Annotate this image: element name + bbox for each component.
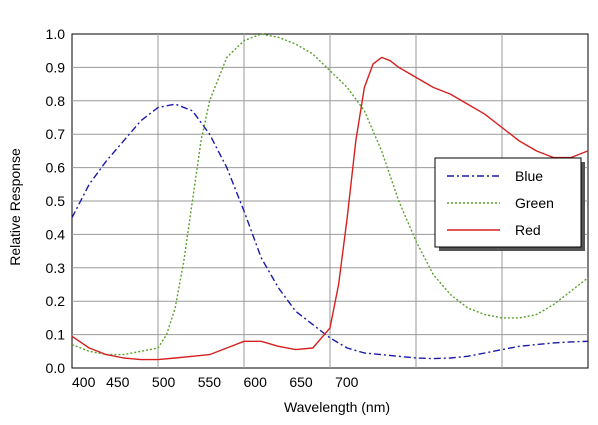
y-tick-label: 0.6 <box>46 160 66 176</box>
series-line-blue <box>71 103 589 360</box>
x-tick-label: 400 <box>72 374 96 390</box>
legend-label-blue: Blue <box>515 168 543 184</box>
legend-label-green: Green <box>515 195 554 211</box>
x-tick-label: 450 <box>106 374 130 390</box>
y-tick-label: 0.3 <box>46 260 66 276</box>
series-line-red <box>71 56 589 361</box>
x-tick-labels: 400 450 500 550 600 650 700 <box>72 374 359 390</box>
y-tick-labels: 0.0 0.1 0.2 0.3 0.4 0.5 0.6 0.7 0.8 0.9 1.0 <box>46 26 66 376</box>
x-tick-label: 550 <box>198 374 222 390</box>
legend-label-red: Red <box>515 222 541 238</box>
x-tick-label: 650 <box>289 374 313 390</box>
x-axis-title: Wavelength (nm) <box>284 399 390 415</box>
legend: Blue Green Red <box>434 157 585 251</box>
y-axis-title: Relative Response <box>7 148 23 266</box>
y-tick-label: 0.1 <box>46 327 66 343</box>
y-tick-label: 1.0 <box>46 26 66 42</box>
series-line-green <box>71 33 589 356</box>
x-tick-label: 500 <box>152 374 176 390</box>
series-lines <box>71 33 589 361</box>
y-tick-label: 0.4 <box>46 226 66 242</box>
x-tick-label: 700 <box>335 374 359 390</box>
y-tick-label: 0.7 <box>46 126 66 142</box>
y-tick-label: 0.2 <box>46 293 66 309</box>
x-tick-label: 600 <box>244 374 268 390</box>
y-tick-label: 0.8 <box>46 93 66 109</box>
y-tick-label: 0.9 <box>46 59 66 75</box>
y-tick-label: 0.0 <box>46 360 66 376</box>
y-tick-label: 0.5 <box>46 193 66 209</box>
